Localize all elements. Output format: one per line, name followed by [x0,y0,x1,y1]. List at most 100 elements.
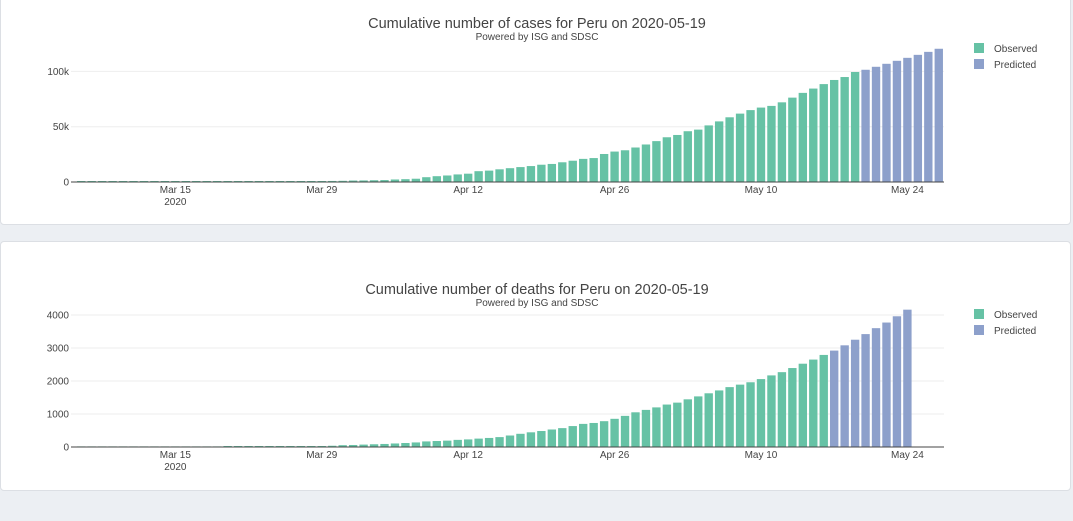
bar-observed[interactable] [767,375,776,447]
bar-observed[interactable] [568,426,577,447]
bar-observed[interactable] [788,368,797,447]
bar-observed[interactable] [432,176,441,182]
bar-observed[interactable] [809,359,818,447]
bar-observed[interactable] [756,107,766,182]
bar-observed[interactable] [380,180,389,182]
bar-observed[interactable] [537,431,546,447]
bar-observed[interactable] [390,179,400,182]
bar-observed[interactable] [380,443,389,447]
bar-observed[interactable] [579,423,588,447]
bar-observed[interactable] [348,444,358,447]
bar-observed[interactable] [359,444,368,447]
bar-observed[interactable] [777,102,787,182]
legend-swatch-predicted[interactable] [974,59,984,69]
bar-observed[interactable] [401,443,410,447]
bar-observed[interactable] [620,150,630,182]
bar-observed[interactable] [516,433,525,447]
bar-observed[interactable] [830,79,839,182]
legend-swatch-observed[interactable] [974,43,984,53]
bar-observed[interactable] [401,179,410,182]
bar-observed[interactable] [850,72,860,182]
bar-predicted[interactable] [871,66,881,182]
bar-observed[interactable] [631,147,640,182]
bar-observed[interactable] [474,438,483,447]
bar-observed[interactable] [788,97,797,182]
bar-observed[interactable] [328,445,337,447]
bar-observed[interactable] [673,134,682,182]
bar-observed[interactable] [453,439,462,447]
bar-observed[interactable] [558,162,567,182]
bar-observed[interactable] [526,432,536,447]
bar-predicted[interactable] [913,54,923,182]
bar-observed[interactable] [819,84,828,182]
bar-observed[interactable] [662,137,672,182]
bar-observed[interactable] [840,77,849,182]
bar-observed[interactable] [359,180,368,182]
bar-observed[interactable] [631,412,640,447]
bar-observed[interactable] [463,173,473,182]
bar-observed[interactable] [474,171,483,182]
bar-observed[interactable] [735,384,745,447]
bar-predicted[interactable] [850,339,860,447]
bar-predicted[interactable] [840,345,849,447]
bar-predicted[interactable] [892,60,902,182]
bar-observed[interactable] [495,437,504,447]
bar-observed[interactable] [505,168,515,182]
bar-observed[interactable] [422,441,431,447]
bar-observed[interactable] [714,121,724,182]
bar-observed[interactable] [683,399,692,447]
bar-observed[interactable] [495,169,504,182]
bar-observed[interactable] [484,170,494,182]
bar-observed[interactable] [746,382,755,447]
bar-observed[interactable] [348,180,358,182]
bar-observed[interactable] [610,151,619,182]
bar-observed[interactable] [694,396,703,447]
legend-swatch-predicted[interactable] [974,325,984,335]
bar-observed[interactable] [673,402,682,447]
bar-observed[interactable] [338,180,347,182]
bar-predicted[interactable] [934,48,943,183]
legend-swatch-observed[interactable] [974,309,984,319]
legend[interactable]: Observed Predicted [974,309,1037,337]
bar-predicted[interactable] [871,328,881,447]
bar-predicted[interactable] [924,51,933,182]
bar-predicted[interactable] [903,309,912,447]
bar-observed[interactable] [662,404,672,447]
bar-observed[interactable] [704,393,713,447]
bar-observed[interactable] [589,422,598,447]
bar-observed[interactable] [725,387,734,447]
bar-observed[interactable] [516,167,525,182]
bar-observed[interactable] [443,175,452,182]
bar-observed[interactable] [798,92,808,182]
bar-observed[interactable] [547,429,557,448]
bar-observed[interactable] [453,174,462,182]
bar-observed[interactable] [432,441,441,447]
bar-observed[interactable] [589,158,598,182]
bar-observed[interactable] [568,160,577,182]
legend-label-predicted[interactable]: Predicted [994,326,1036,337]
bar-predicted[interactable] [892,316,902,447]
bar-observed[interactable] [714,390,724,447]
bar-observed[interactable] [756,379,766,447]
legend-label-observed[interactable]: Observed [994,310,1037,321]
bar-predicted[interactable] [882,322,891,447]
bar-observed[interactable] [484,437,494,447]
bar-observed[interactable] [579,158,588,182]
bar-predicted[interactable] [830,350,839,447]
bar-observed[interactable] [725,117,734,182]
bar-observed[interactable] [599,153,609,182]
bar-observed[interactable] [620,415,630,447]
bar-observed[interactable] [599,421,609,447]
bar-observed[interactable] [819,354,828,447]
bar-predicted[interactable] [903,57,912,182]
bar-observed[interactable] [798,363,808,447]
bar-observed[interactable] [683,131,692,182]
bar-observed[interactable] [369,180,379,182]
bar-observed[interactable] [767,105,776,182]
bar-observed[interactable] [641,144,651,182]
bar-observed[interactable] [526,166,536,182]
bar-observed[interactable] [505,435,515,447]
bar-observed[interactable] [704,125,713,182]
bar-observed[interactable] [809,88,818,182]
bar-observed[interactable] [411,178,421,182]
